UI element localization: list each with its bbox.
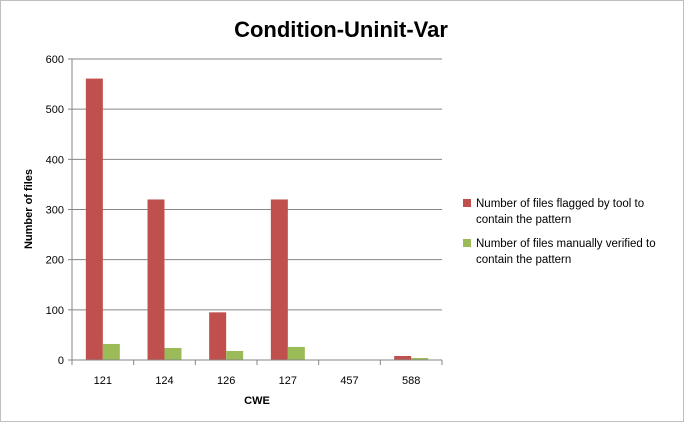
- legend-swatch-verified: [463, 239, 471, 247]
- bar-flagged-588: [394, 355, 412, 360]
- bar-verified-127: [287, 346, 305, 360]
- bars: [85, 78, 429, 360]
- legend-swatch-flagged: [463, 199, 471, 207]
- y-tick-label: 500: [46, 104, 64, 116]
- y-tick-label: 600: [46, 54, 64, 66]
- x-tick-label: 126: [217, 375, 235, 387]
- x-tick-label: 121: [94, 375, 112, 387]
- bar-verified-126: [226, 350, 244, 360]
- chart-title: Condition-Uninit-Var: [234, 17, 448, 42]
- tick-labels: 0 100 200 300 400 500 600 121 124 126 127 457 588: [46, 54, 421, 387]
- y-tick-label: 200: [46, 255, 64, 267]
- y-tick-label: 300: [46, 205, 64, 217]
- x-tick-label: 124: [155, 375, 173, 387]
- legend: Number of files flagged by tool to contai…: [463, 198, 656, 266]
- bar-flagged-127: [270, 199, 288, 360]
- x-tick-label: 127: [279, 375, 297, 387]
- bar-flagged-124: [147, 199, 165, 360]
- y-tick-label: 0: [58, 355, 64, 367]
- gridlines: [72, 58, 442, 311]
- bar-verified-124: [164, 347, 182, 360]
- x-axis-title: CWE: [244, 395, 270, 407]
- axes: [68, 58, 443, 365]
- bar-flagged-126: [209, 312, 227, 360]
- legend-label: Number of files manually verified to: [476, 238, 656, 250]
- legend-label: Number of files flagged by tool to: [476, 198, 644, 210]
- x-tick-label: 457: [340, 375, 358, 387]
- bar-flagged-121: [85, 78, 103, 360]
- legend-label: contain the pattern: [476, 254, 571, 266]
- y-tick-label: 400: [46, 154, 64, 166]
- y-axis-title: Number of files: [23, 169, 35, 249]
- x-tick-label: 588: [402, 375, 420, 387]
- bar-verified-588: [411, 357, 429, 360]
- legend-label: contain the pattern: [476, 214, 571, 226]
- y-tick-label: 100: [46, 305, 64, 317]
- bar-verified-121: [102, 343, 120, 360]
